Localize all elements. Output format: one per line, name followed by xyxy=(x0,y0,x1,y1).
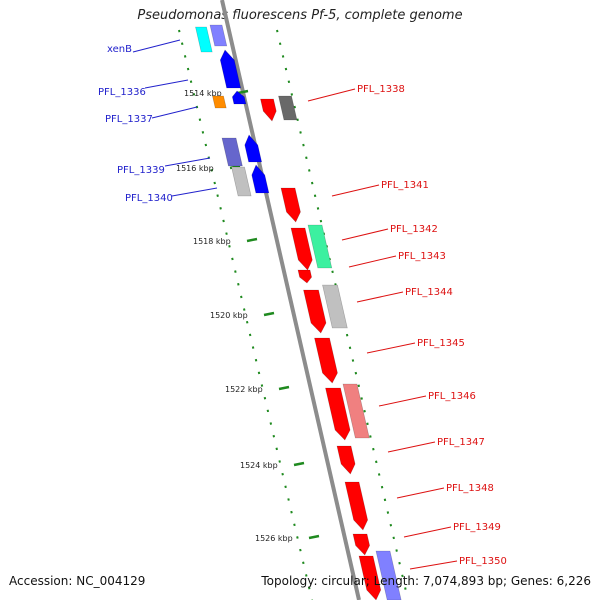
feature-small-blue xyxy=(232,90,247,105)
genome-summary-text: Topology: circular; Length: 7,074,893 bp… xyxy=(261,574,591,588)
accession-text: Accession: NC_004129 xyxy=(9,574,146,588)
leader-line xyxy=(331,184,380,197)
scale-major-tick xyxy=(246,237,258,243)
feature-lavender-1350 xyxy=(375,550,402,600)
pfl-1342-red-feature xyxy=(290,227,313,271)
pfl-1345-feature xyxy=(314,337,338,384)
scale-tick-label: 1524 kbp xyxy=(240,461,278,470)
leader-line xyxy=(171,187,218,197)
scale-major-tick xyxy=(293,461,305,467)
scale-tick-label: 1516 kbp xyxy=(176,164,214,173)
gene-label-pfl-1348: PFL_1348 xyxy=(446,483,494,494)
gene-features xyxy=(195,24,402,600)
gene-label-pfl-1340: PFL_1340 xyxy=(125,193,173,204)
gene-label-pfl-1342: PFL_1342 xyxy=(390,224,438,235)
leader-line xyxy=(164,157,211,167)
pfl-1346-red-feature xyxy=(325,387,351,441)
gene-label-pfl-1349: PFL_1349 xyxy=(453,522,501,533)
leader-line xyxy=(307,88,356,102)
leader-line xyxy=(378,395,427,407)
gene-label-pfl-1347: PFL_1347 xyxy=(437,437,485,448)
scale-tick-label: 1526 kbp xyxy=(255,534,293,543)
feature-blue-1516b xyxy=(251,164,270,194)
gene-label-pfl-1346: PFL_1346 xyxy=(428,391,476,402)
leader-line xyxy=(132,39,181,53)
pfl-1349-feature xyxy=(352,533,370,556)
pfl-1338-feature xyxy=(260,98,277,122)
pfl-1340-feature xyxy=(231,166,252,197)
scale-tick-label: 1522 kbp xyxy=(225,385,263,394)
pfl-1350-feature xyxy=(358,555,382,600)
scale-major-tick xyxy=(263,311,275,317)
gene-label-pfl-1336: PFL_1336 xyxy=(98,87,146,98)
leader-line xyxy=(144,79,189,89)
leader-line xyxy=(348,255,397,268)
gene-label-pfl-1339: PFL_1339 xyxy=(117,165,165,176)
pfl-1342-feature xyxy=(307,224,333,269)
gene-labels: xenB PFL_1336 PFL_1337 PFL_1339 PFL_1340 PFL_… xyxy=(98,39,507,570)
pfl-1343-feature xyxy=(297,269,312,284)
scale-tick-label: 1514 kbp xyxy=(184,89,222,98)
gene-label-pfl-1341: PFL_1341 xyxy=(381,180,429,191)
leader-line xyxy=(403,526,452,538)
pfl-1337-feature xyxy=(212,95,227,109)
gene-label-pfl-1350: PFL_1350 xyxy=(459,556,507,567)
gene-label-pfl-1343: PFL_1343 xyxy=(398,251,446,262)
xenb-feature xyxy=(195,26,213,53)
leader-line xyxy=(409,560,458,570)
leader-line xyxy=(341,228,389,241)
scale-major-tick xyxy=(237,89,249,95)
gene-label-xenb: xenB xyxy=(107,44,132,55)
feature-upper-lavender xyxy=(209,24,228,47)
gene-label-pfl-1337: PFL_1337 xyxy=(105,114,153,125)
scale-tick-label: 1520 kbp xyxy=(210,311,248,320)
leader-line xyxy=(366,342,416,354)
pfl-1341-feature xyxy=(280,187,301,223)
pfl-1346-feature xyxy=(342,383,370,439)
pfl-1336-feature xyxy=(219,49,242,89)
pfl-1344-red-feature xyxy=(303,289,327,334)
leader-line xyxy=(387,441,436,453)
gene-label-pfl-1344: PFL_1344 xyxy=(405,287,453,298)
leader-line xyxy=(396,487,445,499)
map-title: Pseudomonas fluorescens Pf-5, complete g… xyxy=(137,8,463,23)
leader-line xyxy=(151,106,198,119)
feature-blue-1516 xyxy=(244,134,263,163)
scale-tick-label: 1518 kbp xyxy=(193,237,231,246)
scale-major-tick xyxy=(308,534,320,540)
feature-gray-1338 xyxy=(278,95,298,121)
gene-label-pfl-1338: PFL_1338 xyxy=(357,84,405,95)
pfl-1339-feature xyxy=(221,137,243,167)
scale-major-tick xyxy=(278,385,290,391)
pfl-1347-feature xyxy=(336,445,356,475)
gene-label-pfl-1345: PFL_1345 xyxy=(417,338,465,349)
leader-line xyxy=(356,291,404,303)
pfl-1348-feature xyxy=(344,481,368,531)
pfl-1344-feature xyxy=(322,284,348,329)
